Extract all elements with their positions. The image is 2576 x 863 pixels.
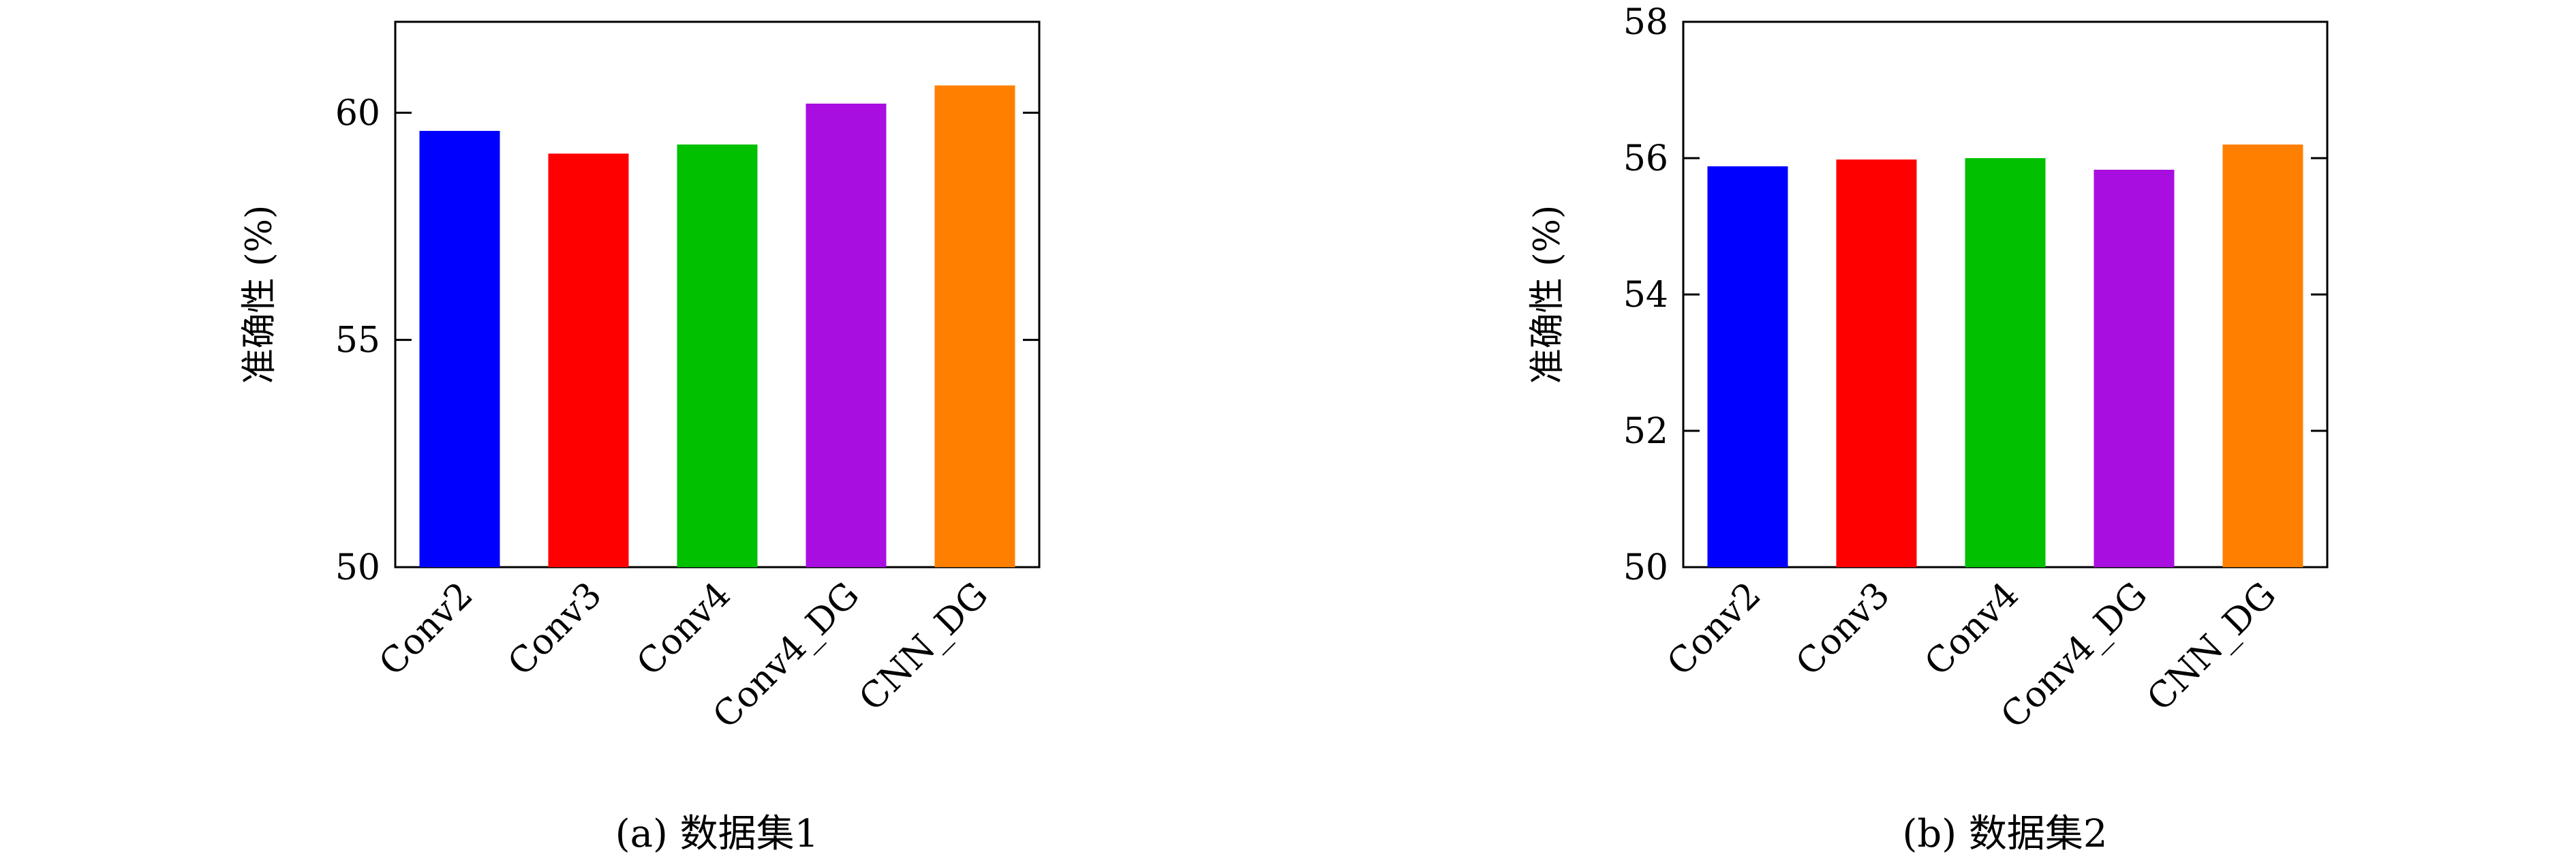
y-tick-label: 60: [335, 93, 380, 134]
bar-conv2: [419, 131, 500, 567]
bar-conv3: [548, 153, 629, 568]
bar-cnn-dg: [2222, 145, 2303, 567]
y-axis-label-a: 准确性 (%): [239, 205, 280, 384]
y-tick-label: 50: [1623, 547, 1668, 588]
bar-conv4: [677, 145, 758, 567]
bar-conv4: [1965, 158, 2046, 567]
caption-b: (b) 数据集2: [1903, 812, 2108, 856]
x-tick-label: Conv3: [1788, 575, 1898, 684]
bar-conv2: [1707, 166, 1788, 567]
x-tick-label: Conv3: [500, 575, 610, 684]
y-ticks-a: 50 55 60: [335, 93, 1039, 588]
x-tick-label: CNN_DG: [2140, 575, 2284, 719]
bar-conv3: [1836, 160, 1917, 567]
y-tick-label: 56: [1623, 138, 1668, 179]
bar-conv4-dg: [806, 104, 887, 567]
y-tick-label: 50: [335, 547, 380, 588]
y-axis-label-b: 准确性 (%): [1527, 205, 1568, 384]
bar-cnn-dg: [934, 85, 1015, 568]
bars-group-a: [419, 85, 1015, 568]
y-tick-label: 54: [1623, 275, 1668, 316]
y-ticks-b: 50 52 54 56 58: [1623, 2, 2327, 588]
y-tick-label: 52: [1623, 411, 1668, 452]
x-tick-label: Conv4: [1917, 575, 2027, 684]
y-tick-label: 58: [1623, 2, 1668, 43]
chart-panel-b: 50 52 54 56 58 Conv2 Conv3 Conv4Conv4_DGCNN_DG…: [1527, 2, 2329, 856]
x-tick-label: CNN_DG: [852, 575, 996, 719]
y-tick-label: 55: [335, 320, 380, 361]
caption-a: (a) 数据集1: [615, 812, 819, 856]
x-tick-label: Conv2: [371, 575, 481, 684]
bars-group-b: [1707, 145, 2303, 567]
x-tick-label: Conv2: [1659, 575, 1769, 684]
bar-conv4-dg: [2094, 170, 2175, 567]
x-tick-label: Conv4: [629, 575, 739, 684]
